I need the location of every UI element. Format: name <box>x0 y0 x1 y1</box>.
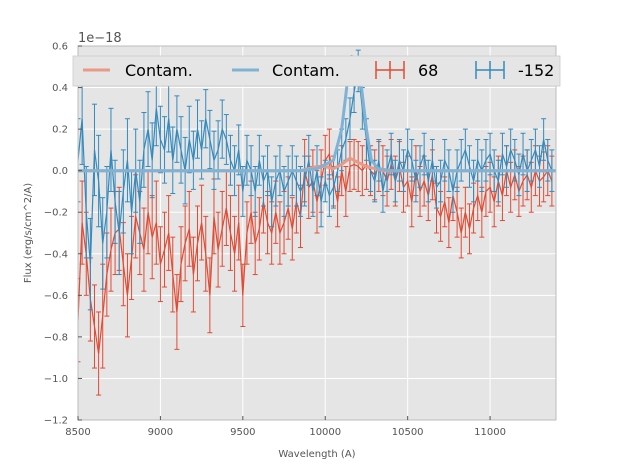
y-tick-label: −1.0 <box>44 374 68 385</box>
y-tick-label: 0.0 <box>52 166 68 177</box>
legend-label-152: -152 <box>518 61 554 80</box>
y-tick-label: −0.6 <box>44 291 68 302</box>
x-tick-label: 11000 <box>474 427 506 438</box>
legend-errorbar-152 <box>475 61 505 79</box>
y-tick-label: 0.4 <box>52 83 68 94</box>
grid <box>77 45 556 421</box>
legend-label-contam-red: Contam. <box>125 61 193 80</box>
x-axis-label: Wavelength (A) <box>278 449 355 460</box>
legend-errorbar-68 <box>375 61 405 79</box>
series-line-68 <box>78 152 553 354</box>
y-tick-label: −0.2 <box>44 208 68 219</box>
x-tick-label: 9000 <box>148 427 173 438</box>
legend: Contam. Contam. 68 -152 <box>72 55 561 87</box>
x-tick-label: 10500 <box>392 427 424 438</box>
data-layer <box>78 49 556 396</box>
series-line-neg152 <box>78 70 553 265</box>
legend-box <box>72 55 561 87</box>
x-tick-label: 8500 <box>65 427 90 438</box>
y-tick-label: 0.2 <box>52 125 68 136</box>
y-tick-label: 0.6 <box>52 42 68 53</box>
series-group <box>78 49 556 396</box>
y-tick-label: −0.8 <box>44 332 68 343</box>
y-axis-label: Flux (erg/s/cm^2/A) <box>23 183 34 283</box>
legend-label-68: 68 <box>418 61 438 80</box>
y-tick-label: −0.4 <box>44 249 68 260</box>
y-tick-label: −1.2 <box>44 416 68 427</box>
x-tick-label: 10000 <box>309 427 341 438</box>
plot-frame <box>77 45 557 421</box>
y-offset-label: 1e−18 <box>78 31 122 46</box>
ticks: 8500 9000 9500 10000 10500 11000 −1.2 −1.0 −0.8 −… <box>44 42 506 439</box>
legend-label-contam-blue: Contam. <box>272 61 340 80</box>
x-tick-label: 9500 <box>230 427 255 438</box>
